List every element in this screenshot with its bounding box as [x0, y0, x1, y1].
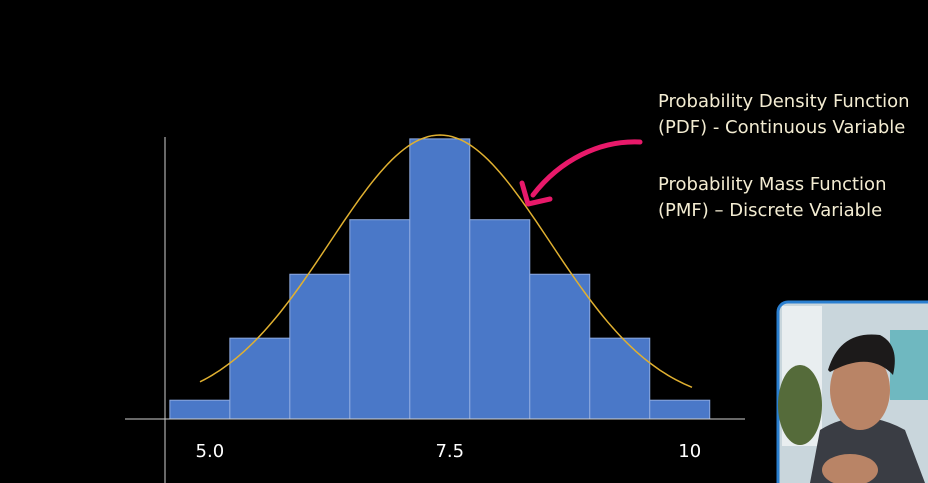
bar [349, 219, 411, 420]
bar [649, 399, 711, 420]
annotation: Probability Density Function [658, 91, 910, 112]
person-hair [828, 334, 895, 375]
annotation: (PDF) - Continuous Variable [658, 117, 905, 138]
arrow-head [519, 180, 553, 207]
person-head [830, 350, 890, 430]
shelf [890, 330, 928, 400]
bar [409, 138, 471, 420]
bar [469, 219, 531, 420]
plot-area: 5.0 7.5 10 [125, 134, 745, 483]
annotation: Probability Mass Function [658, 174, 886, 195]
x-tick-label: 10 [678, 441, 701, 462]
bar [169, 399, 231, 420]
x-tick-label: 5.0 [196, 441, 225, 462]
bar [229, 337, 291, 420]
plant [778, 365, 822, 445]
arrow [530, 139, 643, 198]
density-curve [199, 134, 693, 388]
x-tick-label: 7.5 [435, 441, 464, 462]
webcam-inset [776, 300, 928, 483]
bar [529, 273, 591, 420]
annotation: (PMF) – Discrete Variable [658, 200, 882, 221]
person-hands [822, 454, 878, 483]
bar [289, 273, 351, 420]
bar [589, 337, 651, 420]
